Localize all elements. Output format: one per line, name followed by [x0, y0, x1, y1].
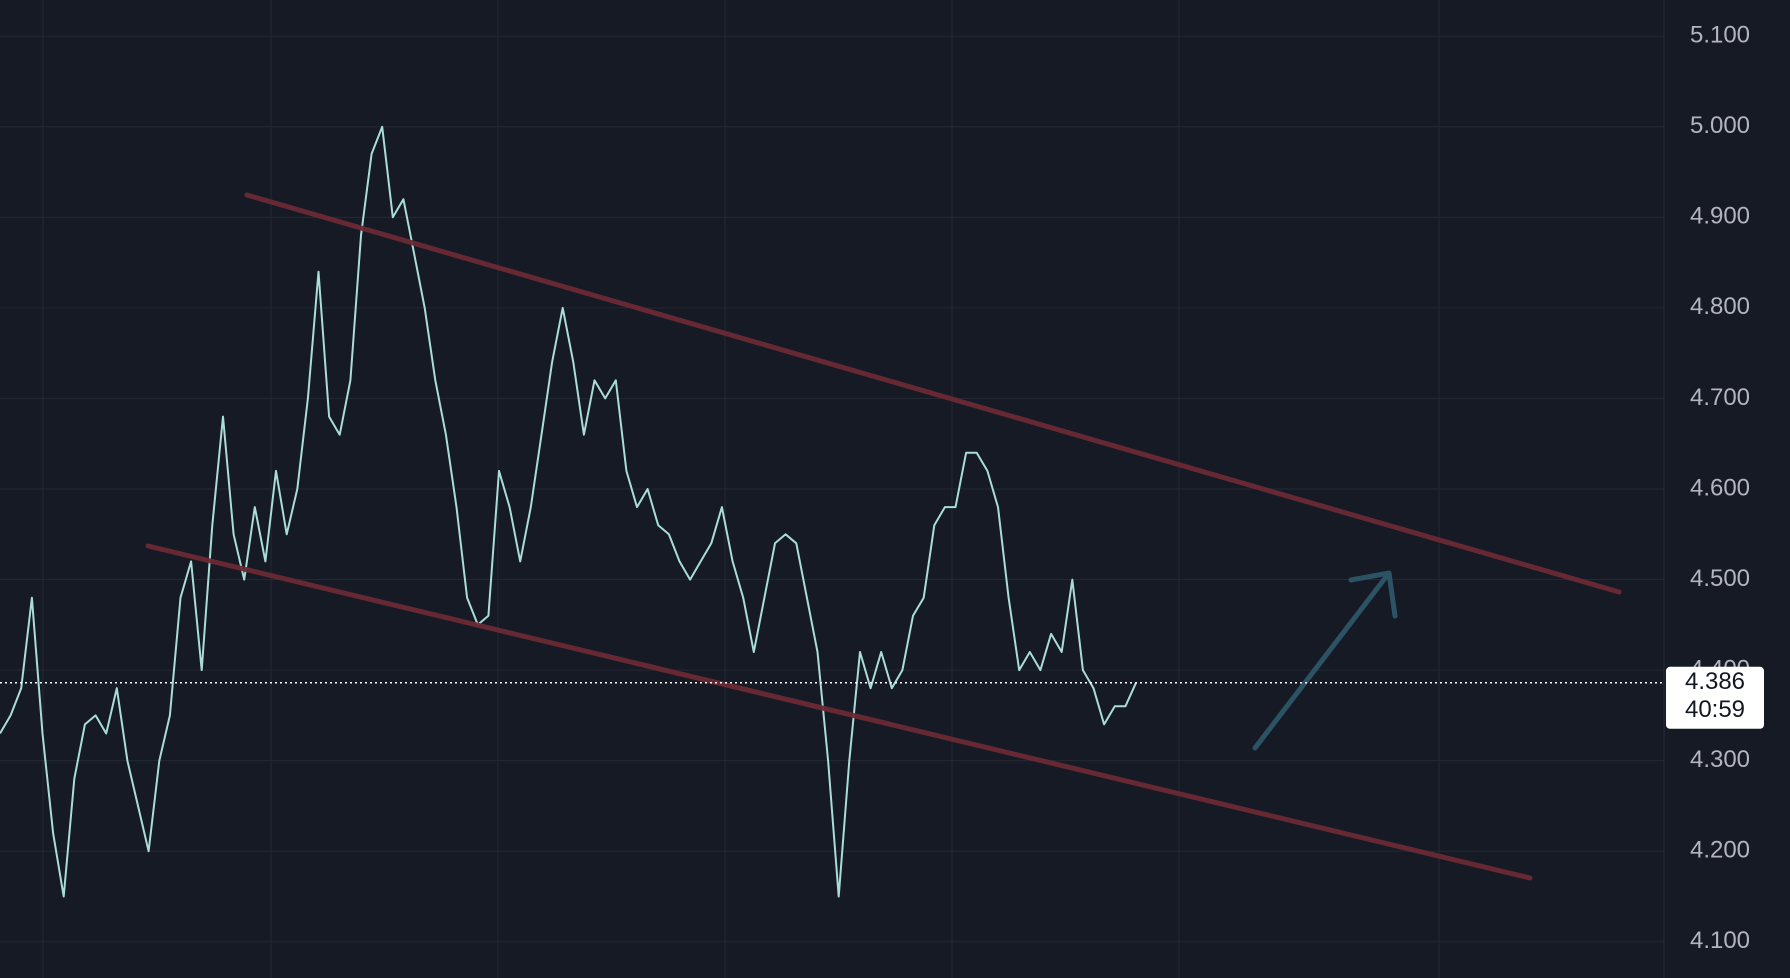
- arrow-shaft: [1252, 570, 1392, 751]
- y-tick-label: 4.900: [1690, 203, 1750, 230]
- channel-lower: [145, 543, 1533, 881]
- arrow-head: [1348, 570, 1398, 619]
- y-tick-label: 4.600: [1690, 474, 1750, 501]
- countdown-label: 40:59: [1685, 696, 1745, 723]
- y-tick-label: 4.100: [1690, 927, 1750, 954]
- y-tick-label: 4.700: [1690, 384, 1750, 411]
- price-line: [0, 125, 1137, 898]
- y-tick-label: 4.200: [1690, 837, 1750, 864]
- last-price-box: [1666, 666, 1764, 729]
- y-tick-label: 4.800: [1690, 293, 1750, 320]
- last-price-label: 4.386: [1685, 668, 1745, 695]
- y-tick-label: 5.000: [1690, 112, 1750, 139]
- y-tick-label: 4.500: [1690, 565, 1750, 592]
- channel-upper: [244, 192, 1622, 595]
- y-tick-label: 4.300: [1690, 746, 1750, 773]
- price-series: [0, 125, 1137, 898]
- channel: [145, 192, 1622, 881]
- price-axis: 4.1004.2004.3004.4004.5004.6004.7004.800…: [1690, 22, 1750, 955]
- y-tick-label: 5.100: [1690, 22, 1750, 49]
- arrow: [1252, 570, 1398, 751]
